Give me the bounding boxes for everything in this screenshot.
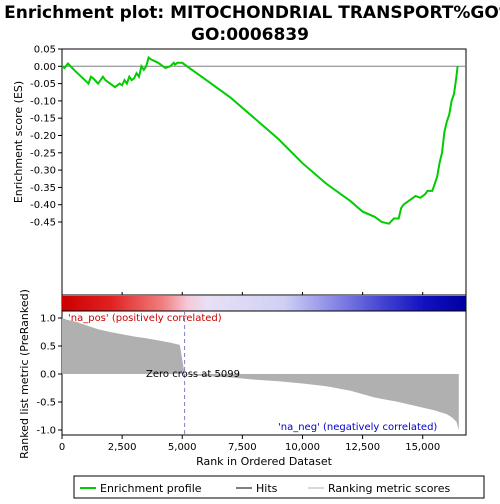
metric-y-tick-label: -1.0 <box>36 426 56 437</box>
es-y-tick-label: -0.10 <box>30 96 56 107</box>
x-tick-label: 5,000 <box>168 442 197 453</box>
metric-x-ticks: 0 2,500 5,000 7,500 10,000 12,500 15,000 <box>59 435 440 453</box>
es-y-tick-label: -0.25 <box>30 148 56 159</box>
enrichment-score-panel: 0.05 0.00 -0.05 -0.10 -0.15 -0.20 -0.25 -0.30 -0… <box>12 45 467 296</box>
legend: Enrichment profile Hits Ranking metric s… <box>73 475 485 499</box>
metric-y-tick-label: 1.0 <box>40 314 56 325</box>
es-y-tick-label: -0.30 <box>30 166 56 177</box>
legend-label-hits: Hits <box>256 482 278 495</box>
metric-y-axis-label: Ranked list metric (PreRanked) <box>18 289 31 459</box>
x-tick-label: 15,000 <box>405 442 440 453</box>
es-y-tick-label: -0.05 <box>30 79 56 90</box>
es-y-tick-label: 0.05 <box>34 45 56 56</box>
x-tick-label: 0 <box>59 442 65 453</box>
x-axis-label: Rank in Ordered Dataset <box>196 455 333 468</box>
metric-y-ticks: 1.0 0.5 0.0 -0.5 -1.0 <box>36 314 62 437</box>
ranking-metric-area <box>62 318 459 430</box>
es-y-tick-label: 0.00 <box>34 62 56 73</box>
es-y-tick-label: -0.45 <box>30 218 56 229</box>
ranked-metric-panel: 1.0 0.5 0.0 -0.5 -1.0 0 2,500 5,000 7,500 10,000… <box>18 289 467 468</box>
es-y-tick-label: -0.40 <box>30 200 56 211</box>
zero-cross-label: Zero cross at 5099 <box>146 369 240 380</box>
es-panel-frame <box>61 48 467 296</box>
ranked-gradient-band <box>62 296 466 311</box>
metric-y-tick-label: 0.0 <box>40 370 56 381</box>
es-y-tick-label: -0.35 <box>30 183 56 194</box>
legend-label-enrichment-profile: Enrichment profile <box>100 482 202 495</box>
pos-correlated-label: 'na_pos' (positively correlated) <box>68 313 222 324</box>
metric-y-tick-label: 0.5 <box>40 342 56 353</box>
x-tick-label: 2,500 <box>108 442 137 453</box>
x-tick-label: 10,000 <box>285 442 320 453</box>
neg-correlated-label: 'na_neg' (negatively correlated) <box>278 422 437 433</box>
chart-title-line1: Enrichment plot: MITOCHONDRIAL TRANSPORT… <box>4 3 500 23</box>
gradient-band-rect <box>62 296 466 311</box>
metric-y-tick-label: -0.5 <box>36 398 56 409</box>
enrichment-profile-line <box>61 55 459 225</box>
es-y-axis-label: Enrichment score (ES) <box>12 81 25 203</box>
x-tick-label: 12,500 <box>345 442 380 453</box>
x-tick-label: 7,500 <box>228 442 257 453</box>
legend-box <box>73 475 485 499</box>
chart-title-line2: GO:0006839 <box>191 25 309 45</box>
es-y-tick-label: -0.20 <box>30 131 56 142</box>
legend-label-ranking-metric: Ranking metric scores <box>328 482 450 495</box>
es-y-tick-label: -0.15 <box>30 114 56 125</box>
